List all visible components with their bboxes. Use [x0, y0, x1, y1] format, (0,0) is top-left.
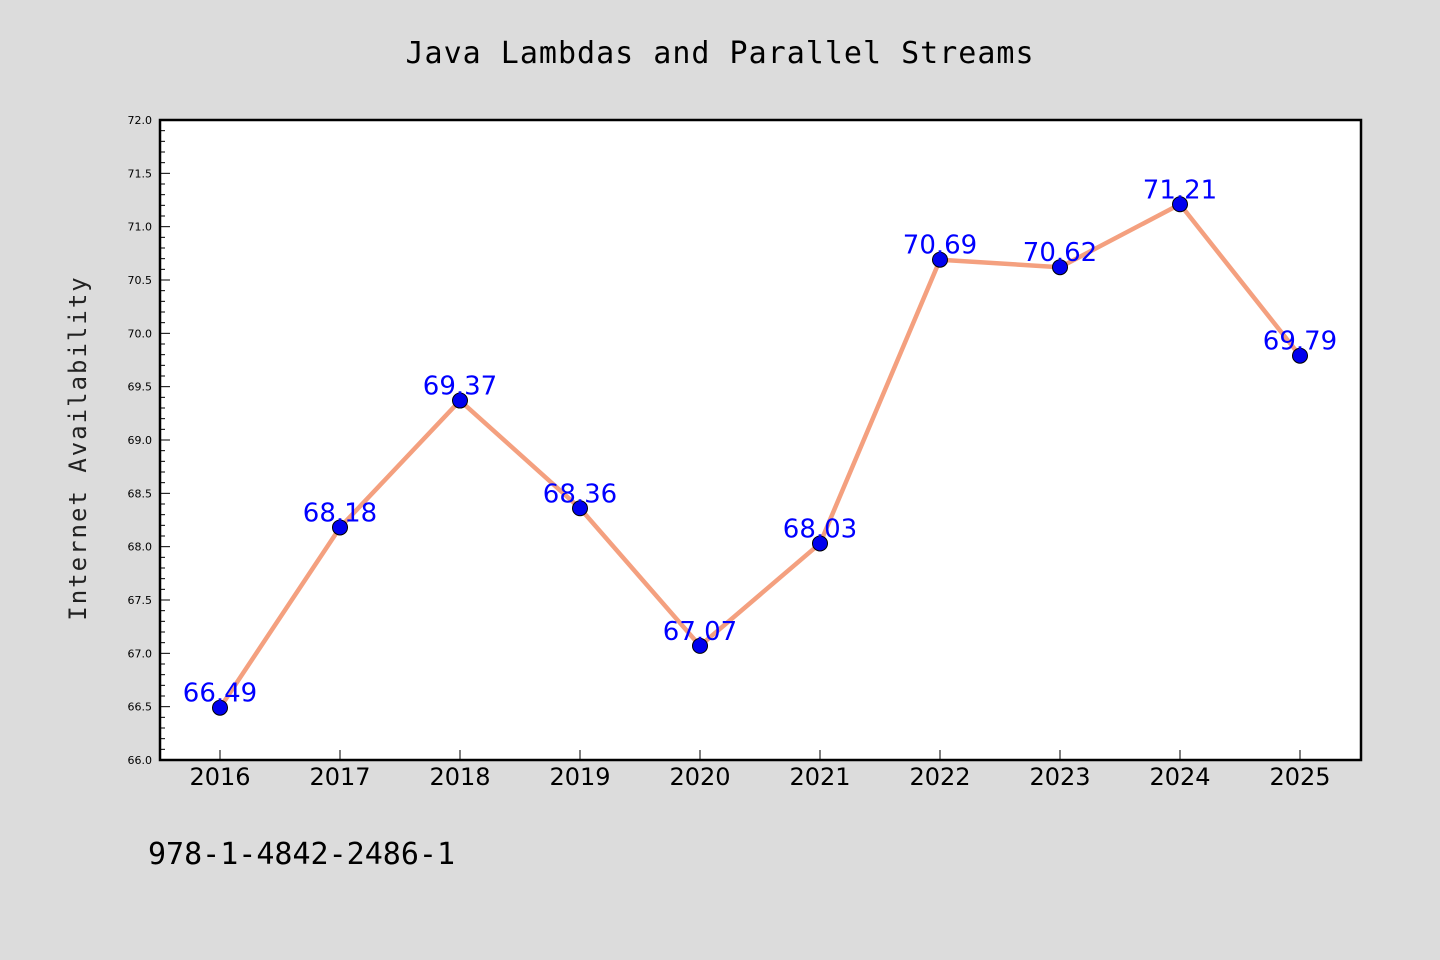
data-label: 70.69 [903, 231, 977, 261]
data-label: 69.37 [423, 372, 497, 402]
data-label: 66.49 [183, 679, 257, 709]
y-axis-ticks: 66.0 66.5 67.0 67.5 68.0 68.5 69.0 69.5 70.0 70.5… [128, 114, 170, 767]
y-tick-label: 67.0 [128, 647, 153, 660]
y-tick-label: 66.0 [128, 754, 153, 767]
data-point [692, 637, 708, 654]
data-point [932, 251, 948, 268]
data-point [1052, 259, 1068, 276]
data-label: 68.18 [303, 498, 377, 528]
x-tick-label: 2018 [429, 763, 490, 791]
y-tick-label: 70.5 [128, 274, 153, 287]
x-tick-label: 2017 [309, 763, 370, 791]
data-label: 68.36 [543, 479, 617, 509]
data-point [1172, 196, 1188, 213]
data-label: 69.79 [1263, 327, 1337, 357]
y-tick-label: 69.5 [128, 381, 153, 394]
series-group [212, 196, 1308, 716]
y-tick-label: 67.5 [128, 594, 153, 607]
chart-title: Java Lambdas and Parallel Streams [405, 36, 1034, 71]
y-tick-label: 66.5 [128, 701, 153, 714]
y-tick-label: 68.0 [128, 541, 153, 554]
y-tick-label: 69.0 [128, 434, 153, 447]
x-tick-label: 2020 [669, 763, 730, 791]
x-axis-ticks: 2016 2017 2018 2019 2020 2021 2022 2023 2024 2025 [189, 750, 1331, 791]
data-label: 71.21 [1143, 175, 1217, 205]
data-point [1292, 347, 1308, 364]
x-tick-label: 2016 [189, 763, 250, 791]
data-point [812, 535, 828, 552]
y-tick-label: 68.5 [128, 487, 153, 500]
x-tick-label: 2025 [1269, 763, 1330, 791]
data-point [212, 699, 228, 716]
x-tick-label: 2023 [1029, 763, 1090, 791]
data-labels-group: 66.49 68.18 69.37 68.36 67.07 68.03 70.69 70.62… [183, 175, 1337, 708]
y-tick-label: 71.0 [128, 221, 153, 234]
x-tick-label: 2021 [789, 763, 850, 791]
y-tick-label: 71.5 [128, 167, 153, 180]
plot-area [158, 118, 1363, 762]
data-label: 70.62 [1023, 238, 1097, 268]
y-tick-label: 70.0 [128, 327, 153, 340]
data-point [572, 500, 588, 517]
x-tick-label: 2022 [909, 763, 970, 791]
data-point [332, 519, 348, 536]
y-tick-label: 72.0 [128, 114, 153, 127]
data-label: 68.03 [783, 514, 857, 544]
data-point [452, 392, 468, 409]
y-axis-label: Internet Availability [64, 275, 92, 620]
data-label: 67.07 [663, 617, 737, 647]
x-tick-label: 2019 [549, 763, 610, 791]
footer-isbn: 978-1-4842-2486-1 [148, 837, 455, 872]
series-line [217, 202, 1303, 710]
x-tick-label: 2024 [1149, 763, 1210, 791]
